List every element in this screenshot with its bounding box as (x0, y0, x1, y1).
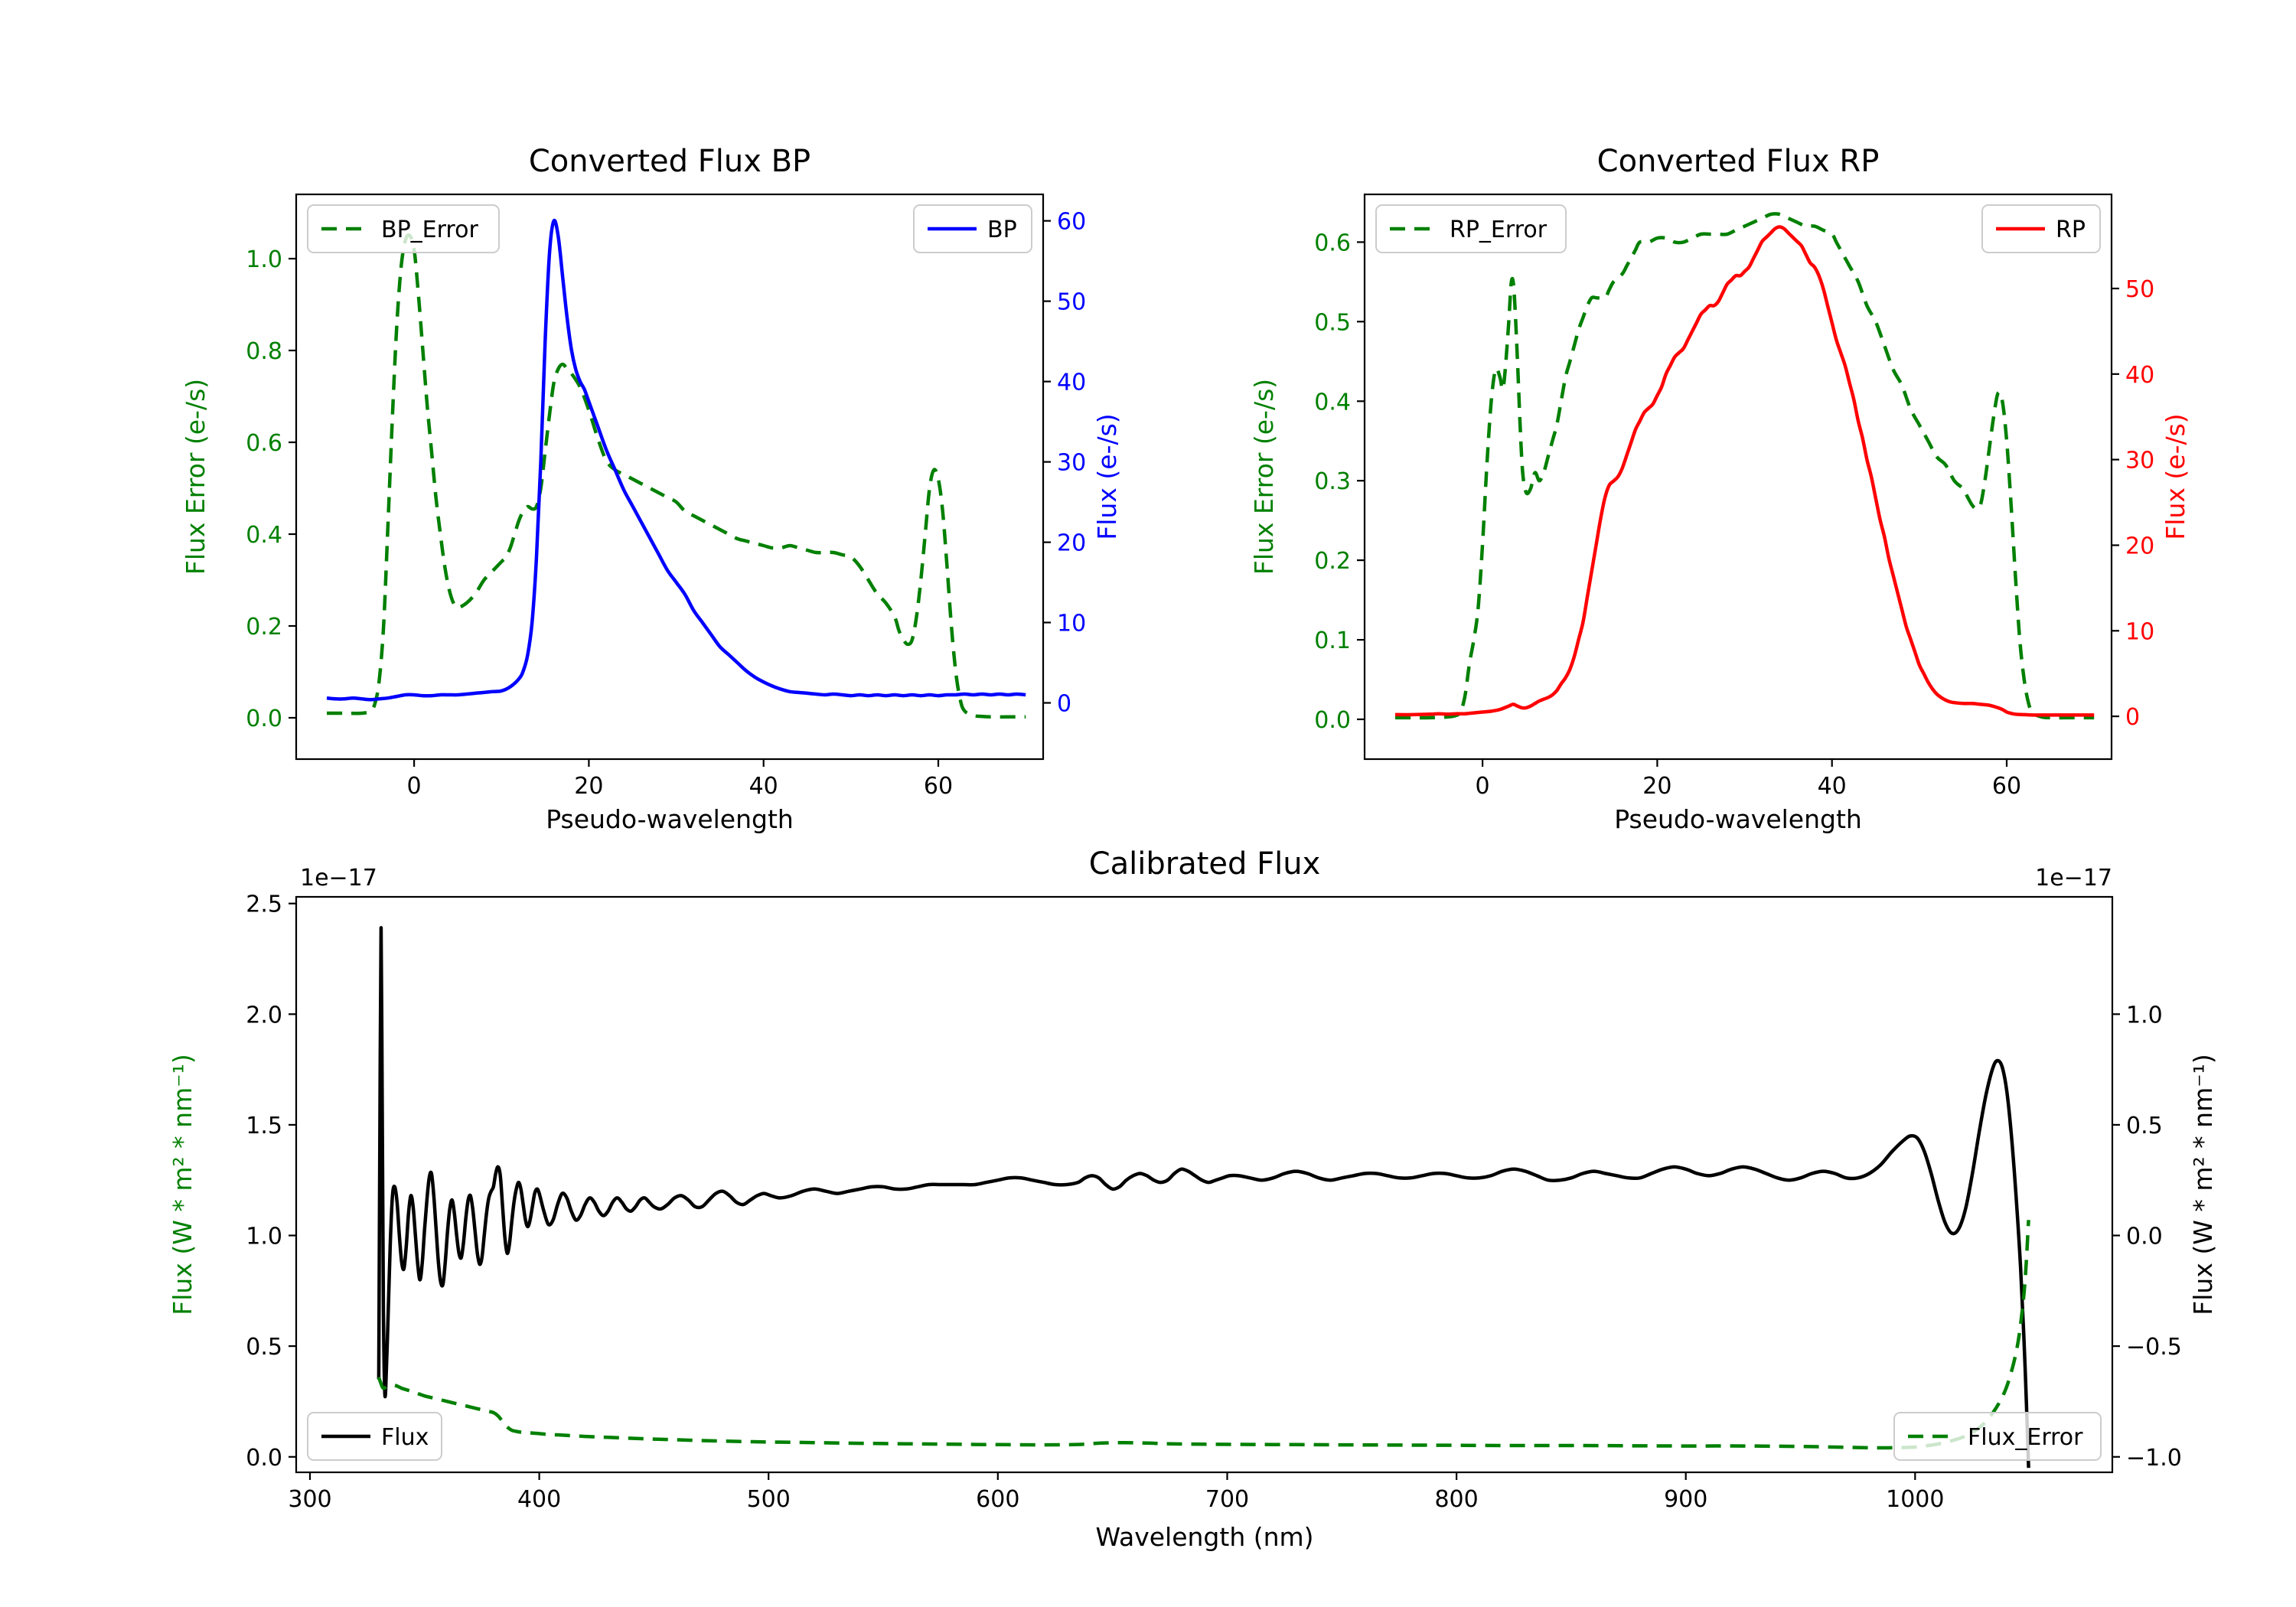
right-y-tick-label: 10 (2125, 618, 2154, 645)
series-rp_error (1395, 212, 2095, 720)
x-tick-label: 300 (288, 1486, 331, 1513)
legend-bp-error: BP_Error (307, 204, 500, 253)
legend-label: RP_Error (1450, 217, 1548, 243)
right-y-tick-label: 0 (2125, 704, 2140, 731)
right-y-tick-label: 40 (2125, 362, 2154, 389)
cal-left-yaxis-label: Flux (W * m² * nm⁻¹) (168, 1054, 197, 1315)
x-tick-label: 400 (517, 1486, 561, 1513)
bp-title: Converted Flux BP (529, 144, 810, 179)
right-y-tick-label: 0.5 (2126, 1113, 2163, 1139)
axes-frame (295, 193, 1045, 761)
right-y-tick-label: 50 (2125, 276, 2154, 303)
axes-frame (295, 895, 2114, 1474)
left-y-tick-label: 0.2 (1314, 548, 1351, 575)
left-y-tick-label: 1.5 (246, 1113, 282, 1139)
legend-label: BP_Error (381, 217, 478, 243)
x-tick-label: 700 (1205, 1486, 1249, 1513)
left-y-tick-label: 0.1 (1314, 627, 1351, 654)
right-y-tick-label: 20 (1057, 530, 1086, 557)
chart-calibrated-flux: 300 400 500 600 700 800 900 1000 0.0 0.5 1.0 1.5 2.0… (168, 846, 2218, 1552)
series-rp (1394, 225, 2095, 717)
x-tick-label: 1000 (1886, 1486, 1944, 1513)
rp-xaxis-label: Pseudo-wavelength (1614, 804, 1862, 834)
rp-title: Converted Flux RP (1597, 144, 1880, 179)
x-tick-label: 20 (574, 773, 603, 800)
left-y-tick-label: 0.4 (1314, 389, 1351, 416)
legend-box (1893, 1412, 2102, 1461)
left-y-tick-label: 0.0 (246, 706, 282, 732)
x-tick-label: 40 (1818, 773, 1847, 800)
x-tick-label: 60 (924, 773, 953, 800)
rp-right-yaxis-label: Flux (e-/s) (2161, 413, 2190, 539)
cal-right-offset-text: 1e−17 (2035, 865, 2112, 892)
legend-rp: RP (1981, 204, 2101, 253)
right-y-tick-label: 30 (1057, 450, 1086, 477)
cal-left-offset-text: 1e−17 (300, 865, 377, 892)
left-y-tick-label: 0.6 (1314, 230, 1351, 256)
x-tick-label: 500 (747, 1486, 791, 1513)
right-y-tick-label: 40 (1057, 370, 1086, 396)
x-tick-label: 800 (1434, 1486, 1478, 1513)
series-bp (326, 218, 1026, 702)
cal-xaxis-label: Wavelength (nm) (1095, 1522, 1313, 1552)
rp-left-yaxis-label: Flux Error (e-/s) (1249, 379, 1279, 575)
cal-right-yaxis-label: Flux (W * m² * nm⁻¹) (2188, 1054, 2218, 1315)
bp-xaxis-label: Pseudo-wavelength (546, 804, 794, 834)
legend-label: BP (987, 217, 1017, 243)
legend-flux: Flux (307, 1412, 442, 1461)
left-y-tick-label: 0.6 (246, 430, 282, 457)
x-tick-label: 0 (1476, 773, 1490, 800)
right-y-tick-label: 10 (1057, 611, 1086, 637)
axes-frame (1363, 193, 2113, 761)
x-tick-label: 0 (407, 773, 422, 800)
left-y-tick-label: 0.0 (1314, 707, 1351, 734)
left-y-tick-label: 0.4 (246, 522, 282, 549)
left-y-tick-label: 2.5 (246, 892, 282, 918)
cal-title: Calibrated Flux (1089, 846, 1321, 882)
chart-converted-flux-bp: 0 20 40 60 0.0 0.2 0.4 0.6 0.8 1.0 0 10 20 30 40 50 60 C… (181, 144, 1122, 834)
right-y-tick-label: 20 (2125, 533, 2154, 560)
left-y-tick-label: 1.0 (246, 246, 282, 273)
legend-box (307, 1412, 442, 1461)
legend-box (307, 204, 500, 253)
x-tick-label: 600 (976, 1486, 1019, 1513)
right-y-tick-label: 0.0 (2126, 1224, 2163, 1250)
right-y-tick-label: 1.0 (2126, 1002, 2163, 1028)
legend-box (1375, 204, 1567, 253)
left-y-tick-label: 0.3 (1314, 468, 1351, 495)
legend-label: Flux (381, 1424, 429, 1451)
legend-rp-error: RP_Error (1375, 204, 1567, 253)
x-tick-label: 900 (1664, 1486, 1707, 1513)
series-bp_error (327, 233, 1026, 719)
x-tick-label: 20 (1642, 773, 1671, 800)
left-y-tick-label: 0.0 (246, 1445, 282, 1472)
chart-converted-flux-rp: 0 20 40 600.00.10.20.30.40.50.601020304050 … (1249, 144, 2190, 834)
legend-label: RP (2056, 217, 2086, 243)
left-y-tick-label: 0.8 (246, 338, 282, 365)
x-tick-label: 60 (1992, 773, 2021, 800)
legend-label: Flux_Error (1968, 1424, 2083, 1451)
bp-left-yaxis-label: Flux Error (e-/s) (181, 379, 210, 575)
right-y-tick-label: 30 (2125, 448, 2154, 474)
bp-right-yaxis-label: Flux (e-/s) (1092, 413, 1122, 539)
left-y-tick-label: 2.0 (246, 1002, 282, 1028)
left-y-tick-label: 0.5 (246, 1334, 282, 1361)
legend-bp: BP (913, 204, 1032, 253)
right-y-tick-label: 50 (1057, 289, 1086, 316)
series-flux (377, 926, 2030, 1468)
right-y-tick-label: 0 (1057, 691, 1071, 718)
x-tick-label: 40 (749, 773, 778, 800)
legend-flux-error: Flux_Error (1893, 1412, 2102, 1461)
right-y-tick-label: 60 (1057, 209, 1086, 236)
right-y-tick-label: −0.5 (2126, 1334, 2182, 1361)
series-flux_error (377, 1220, 2030, 1450)
left-y-tick-label: 0.2 (246, 614, 282, 641)
left-y-tick-label: 0.5 (1314, 309, 1351, 336)
left-y-tick-label: 1.0 (246, 1224, 282, 1250)
right-y-tick-label: −1.0 (2126, 1445, 2182, 1472)
